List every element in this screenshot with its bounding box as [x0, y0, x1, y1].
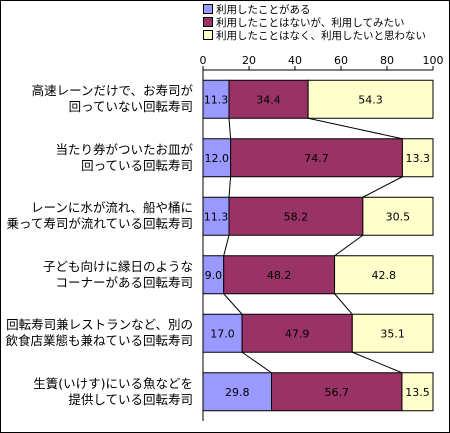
x-tick-label: 0	[199, 54, 207, 67]
series-line	[241, 351, 272, 374]
data-label: 17.0	[210, 327, 235, 340]
data-label: 30.5	[386, 210, 411, 223]
bar-segment	[401, 138, 434, 178]
x-tick-label: 20	[242, 54, 256, 67]
bar-segment	[351, 313, 434, 353]
category-label-line: 生簀(いけす)にいる魚などを	[33, 375, 193, 391]
x-tick-label: 80	[380, 54, 394, 67]
x-tick-label: 60	[334, 54, 348, 67]
category-label-line: 当たり券がついたお皿が	[55, 141, 193, 157]
legend-item: 利用したことはなく、利用したいと思わない	[203, 30, 426, 42]
data-label: 35.1	[380, 327, 405, 340]
bar-segment	[334, 255, 434, 295]
category-label: 回転寿司兼レストランなど、別の 飲食店業態も兼ねている回転寿司	[5, 317, 193, 349]
data-label: 54.3	[358, 93, 383, 106]
bar-segment	[241, 313, 353, 353]
category-label-line: 提供している回転寿司	[68, 391, 193, 407]
bar-segment	[271, 372, 403, 412]
legend-item: 利用したことはないが、利用してみたい	[203, 17, 404, 29]
category-label: レーンに水が流れ、船や桶に 乗って寿司が流れている回転寿司	[5, 200, 193, 232]
bar-segment	[202, 196, 230, 236]
series-line	[334, 234, 364, 257]
bar-segment	[202, 138, 232, 178]
data-label: 42.8	[372, 269, 397, 282]
data-label: 58.2	[284, 210, 309, 223]
legend-swatch	[203, 17, 213, 27]
category-label-line: 回っていない回転寿司	[68, 99, 193, 115]
series-line	[228, 176, 232, 198]
data-label: 74.7	[304, 152, 329, 165]
bar-segment	[307, 79, 434, 119]
bar-segment	[362, 196, 434, 236]
category-label-line: 回転寿司兼レストランなど、別の	[6, 317, 193, 333]
series-line	[352, 351, 403, 374]
series-line	[334, 293, 353, 315]
category-label: 子ども向けに縁日のような コーナーがある回転寿司	[5, 259, 193, 291]
legend-swatch	[203, 4, 213, 14]
category-label-line: 子ども向けに縁日のような	[42, 258, 193, 274]
legend-label: 利用したことはないが、利用してみたい	[216, 17, 405, 29]
bar-segment	[202, 79, 230, 119]
data-label: 48.2	[267, 269, 292, 282]
legend-label: 利用したことがある	[216, 4, 311, 16]
data-label: 9.0	[205, 269, 223, 282]
x-tick-label: 40	[288, 54, 302, 67]
series-line	[223, 235, 230, 256]
data-label: 13.3	[405, 152, 430, 165]
category-label-line: 乗って寿司が流れている回転寿司	[6, 216, 193, 232]
data-label: 29.8	[225, 386, 250, 399]
series-line	[228, 118, 232, 139]
bar-segment	[223, 255, 336, 295]
series-line	[308, 117, 403, 140]
bar-segment	[401, 372, 434, 412]
category-label-line: 飲食店業態も兼ねている回転寿司	[5, 333, 193, 349]
data-label: 12.0	[205, 152, 230, 165]
category-label: 高速レーンだけで、お寿司が 回っていない回転寿司	[5, 83, 193, 115]
category-label-line: レーンに水が流れ、船や桶に	[30, 200, 193, 216]
category-label-line: コーナーがある回転寿司	[55, 274, 193, 290]
legend-label: 利用したことはなく、利用したいと思わない	[216, 30, 426, 42]
data-label: 13.5	[405, 386, 430, 399]
category-label-line: 高速レーンだけで、お寿司が	[31, 83, 193, 99]
data-label: 11.3	[204, 210, 229, 223]
bar-segment	[202, 313, 243, 353]
bar-segment	[228, 196, 364, 236]
category-label: 当たり券がついたお皿が 回っている回転寿司	[5, 142, 193, 174]
category-label: 生簀(いけす)にいる魚などを 提供している回転寿司	[5, 376, 193, 408]
series-line	[223, 293, 243, 315]
data-label: 34.4	[256, 93, 281, 106]
series-line	[362, 176, 403, 198]
x-tick-label: 100	[422, 54, 444, 67]
bar-segment	[230, 138, 403, 178]
data-label: 47.9	[285, 327, 310, 340]
legend-item: 利用したことがある	[203, 4, 311, 16]
category-label-line: 回っている回転寿司	[81, 157, 193, 173]
data-label: 56.7	[324, 386, 349, 399]
legend-swatch	[203, 30, 213, 40]
bar-segment	[228, 79, 309, 119]
data-label: 11.3	[204, 93, 229, 106]
